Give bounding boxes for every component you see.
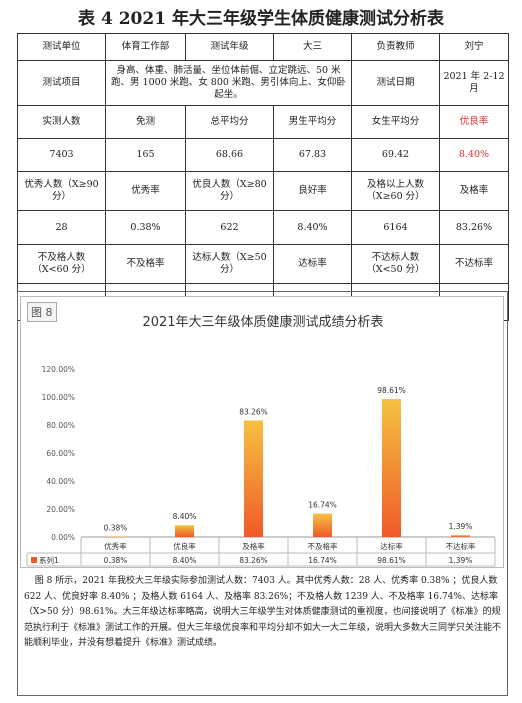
y-tick-label: 60.00% <box>46 449 75 458</box>
bar-4 <box>313 513 332 537</box>
figure-label: 图 8 <box>27 302 57 322</box>
table-cell: 83.26% <box>439 210 509 245</box>
bar-3 <box>244 420 263 537</box>
table-cell: 不及格人数（X<60 分） <box>17 244 106 284</box>
table-cell: 测试项目 <box>17 60 106 106</box>
table-value: 0.38% <box>104 556 128 565</box>
data-label: 98.61% <box>377 386 406 395</box>
table-cell: 达标率 <box>273 244 352 284</box>
bar-chart: 0.00% 20.00% 40.00% 60.00% 80.00% 100.00% 120.… <box>26 365 496 567</box>
x-tick-label: 优秀率 <box>104 541 127 551</box>
table-value: 1.39% <box>449 556 473 565</box>
table-cell: 6164 <box>351 210 440 245</box>
x-tick-label: 及格率 <box>242 541 265 551</box>
table-cell: 8.40% <box>273 210 352 245</box>
bar-2 <box>175 525 194 537</box>
table-cell: 体育工作部 <box>105 33 186 61</box>
table-value: 83.26% <box>239 556 268 565</box>
table-cell: 测试年级 <box>185 33 274 61</box>
table-cell: 2021 年 2-12 月 <box>439 60 509 106</box>
x-tick-label: 不达标率 <box>446 541 476 551</box>
table-cell: 68.66 <box>185 138 274 172</box>
data-label: 16.74% <box>308 501 337 510</box>
table-value: 8.40% <box>173 556 197 565</box>
table-cell: 刘宁 <box>439 33 509 61</box>
table-cell: 优良率 <box>439 105 509 139</box>
table-row: 7403 165 68.66 67.83 69.42 8.40% <box>17 138 509 172</box>
y-tick-label: 40.00% <box>46 477 75 486</box>
table-row: 测试单位 体育工作部 测试年级 大三 负责教师 刘宁 <box>17 33 509 61</box>
table-cell: 8.40% <box>439 138 509 172</box>
table-row: 优秀人数（X≥90 分） 优秀率 优良人数（X≥80 分） 良好率 及格以上人数… <box>17 171 509 211</box>
document-title: 表 4 2021 年大三年级学生体质健康测试分析表 <box>78 9 444 29</box>
figure-description: 图 8 所示，2021 年我校大三年级实际参加测试人数：7403 人。其中优秀人… <box>24 576 502 648</box>
legend-label: 系列1 <box>39 555 59 565</box>
table-cell: 及格率 <box>439 171 509 211</box>
table-cell: 不及格率 <box>105 244 186 284</box>
y-tick-label: 0.00% <box>51 533 75 542</box>
table-cell: 优秀率 <box>105 171 186 211</box>
data-label: 8.40% <box>173 512 197 521</box>
table-cell: 不达标人数（X<50 分） <box>351 244 440 284</box>
bar-6 <box>451 535 470 537</box>
y-tick-label: 20.00% <box>46 505 75 514</box>
bar-1 <box>106 536 125 538</box>
table-cell: 女生平均分 <box>351 105 440 139</box>
y-tick-label: 120.00% <box>42 365 75 374</box>
table-cell: 优良人数（X≥80 分） <box>185 171 274 211</box>
table-cell: 实测人数 <box>17 105 106 139</box>
table-cell: 7403 <box>17 138 106 172</box>
table-cell: 67.83 <box>273 138 352 172</box>
x-tick-label: 不及格率 <box>308 541 338 551</box>
bar-5 <box>382 398 401 537</box>
table-value: 16.74% <box>308 556 337 565</box>
table-cell: 达标人数（X≥50 分） <box>185 244 274 284</box>
table-cell: 及格以上人数（X≥60 分） <box>351 171 440 211</box>
table-cell: 测试日期 <box>351 60 440 106</box>
table-cell: 测试单位 <box>17 33 106 61</box>
table-cell: 总平均分 <box>185 105 274 139</box>
table-cell: 28 <box>17 210 106 245</box>
table-cell: 男生平均分 <box>273 105 352 139</box>
y-tick-label: 80.00% <box>46 421 75 430</box>
data-label: 83.26% <box>239 407 268 416</box>
table-cell: 622 <box>185 210 274 245</box>
table-cell: 165 <box>105 138 186 172</box>
chart-title: 2021年大三年级体质健康测试成绩分析表 <box>142 315 384 330</box>
y-tick-label: 100.00% <box>42 393 75 402</box>
table-cell: 0.38% <box>105 210 186 245</box>
table-row: 28 0.38% 622 8.40% 6164 83.26% <box>17 210 509 245</box>
table-cell: 大三 <box>273 33 352 61</box>
table-cell: 优秀人数（X≥90 分） <box>17 171 106 211</box>
table-value: 98.61% <box>377 556 406 565</box>
data-label: 0.38% <box>104 523 128 532</box>
table-row: 实测人数 免测 总平均分 男生平均分 女生平均分 优良率 <box>17 105 509 139</box>
figure-frame <box>17 291 508 696</box>
stats-table: 测试单位 体育工作部 测试年级 大三 负责教师 刘宁 测试项目 身高、体重、肺活… <box>17 33 509 321</box>
x-tick-label: 优良率 <box>173 541 196 551</box>
data-label: 1.39% <box>449 522 473 531</box>
table-cell: 良好率 <box>273 171 352 211</box>
test-items-cell: 身高、体重、肺活量、坐位体前倔、立定跳远、50 米跑、男 1000 米跑、女 8… <box>105 60 352 106</box>
x-tick-label: 达标率 <box>380 541 403 551</box>
table-cell: 负责教师 <box>351 33 440 61</box>
legend-swatch <box>31 557 37 563</box>
table-cell: 不达标率 <box>439 244 509 284</box>
chart-container: 图 8 2021年大三年级体质健康测试成绩分析表 0.00% 20.00% 40.0… <box>20 296 504 568</box>
table-row: 测试项目 身高、体重、肺活量、坐位体前倔、立定跳远、50 米跑、男 1000 米… <box>17 60 509 106</box>
table-cell: 免测 <box>105 105 186 139</box>
table-row: 不及格人数（X<60 分） 不及格率 达标人数（X≥50 分） 达标率 不达标人… <box>17 244 509 284</box>
table-cell: 69.42 <box>351 138 440 172</box>
